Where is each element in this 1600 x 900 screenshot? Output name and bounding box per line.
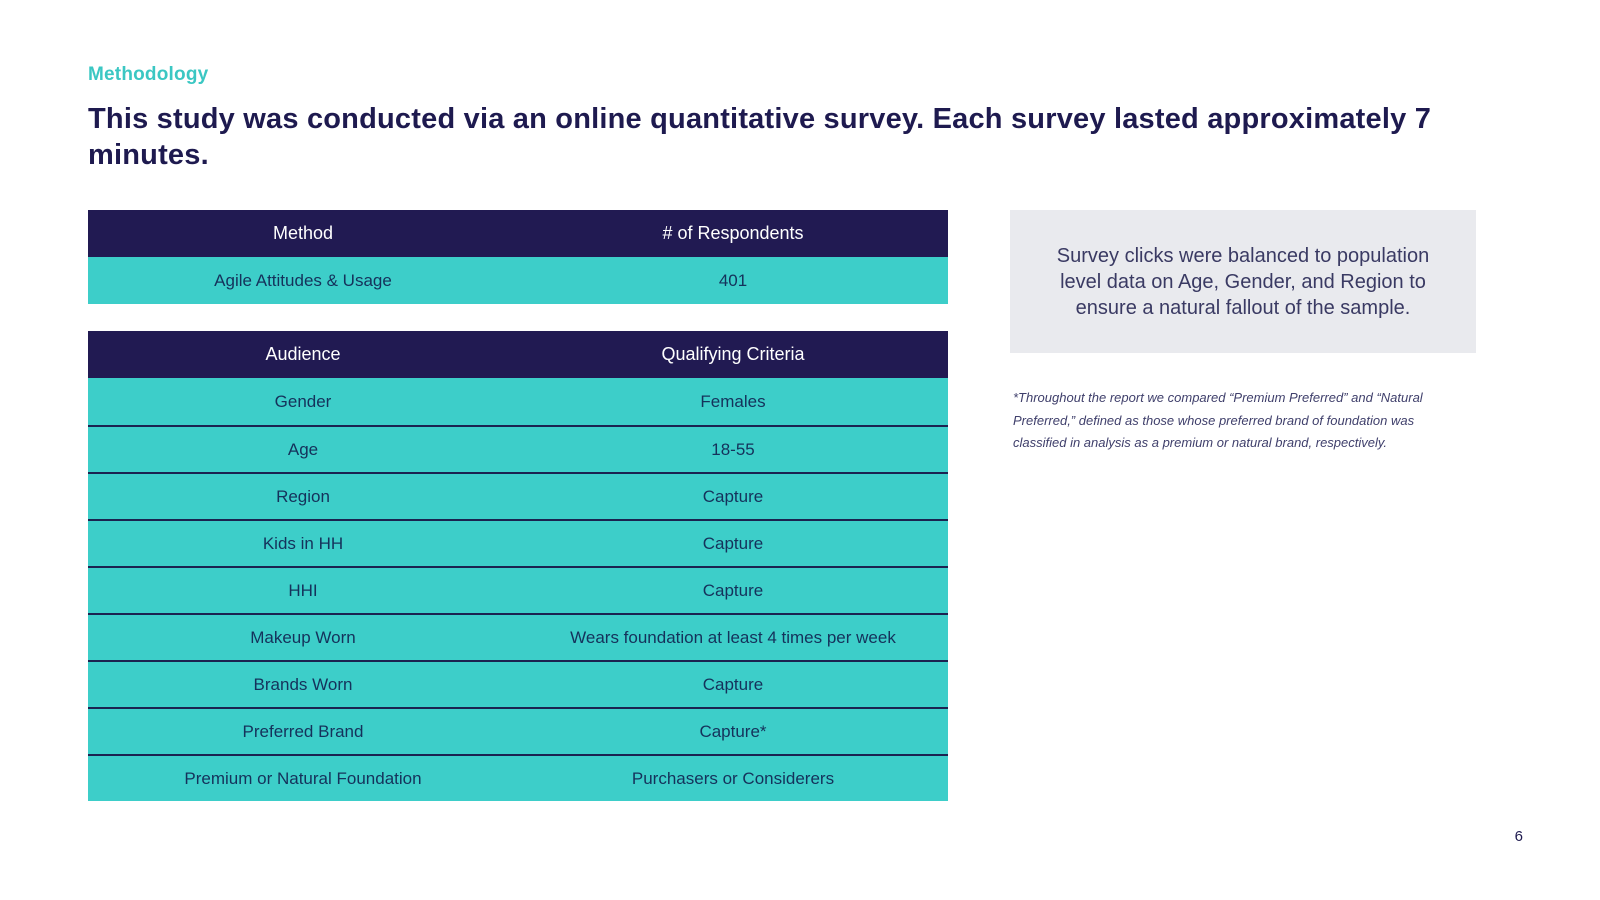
table-row: Gender Females (88, 378, 948, 425)
table-cell: Brands Worn (253, 674, 353, 694)
table-row: Kids in HH Capture (88, 519, 948, 566)
section-eyebrow: Methodology (88, 64, 209, 85)
table-header-cell: Qualifying Criteria (661, 344, 805, 364)
audience-table: Audience Qualifying Criteria Gender Fema… (88, 331, 948, 801)
table-cell: Kids in HH (262, 533, 344, 553)
table-cell: Agile Attitudes & Usage (214, 270, 392, 290)
audience-table-header-row: Audience Qualifying Criteria (88, 331, 948, 378)
table-row: Age 18-55 (88, 425, 948, 472)
table-row: Region Capture (88, 472, 948, 519)
table-cell: Capture* (699, 721, 767, 741)
table-cell: Gender (274, 391, 332, 411)
table-row: Preferred Brand Capture* (88, 707, 948, 754)
page-number: 6 (1514, 828, 1523, 845)
table-row: Agile Attitudes & Usage 401 (88, 257, 948, 304)
table-cell: Capture (702, 486, 764, 506)
tables-container: Method # of Respondents Agile Attitudes … (88, 210, 948, 801)
table-cell: Preferred Brand (242, 721, 364, 741)
table-cell: HHI (288, 580, 318, 600)
table-header-cell: Audience (265, 344, 341, 364)
table-header-cell: # of Respondents (662, 223, 804, 243)
method-table: Method # of Respondents Agile Attitudes … (88, 210, 948, 304)
table-row: Brands Worn Capture (88, 660, 948, 707)
table-cell: Purchasers or Considerers (631, 768, 835, 788)
table-cell: Capture (702, 533, 764, 553)
footnote: *Throughout the report we compared “Prem… (1013, 390, 1423, 450)
table-row: HHI Capture (88, 566, 948, 613)
table-header-cell: Method (272, 223, 334, 243)
callout-text: Survey clicks were balanced to populatio… (1056, 244, 1430, 319)
table-cell: 401 (718, 270, 748, 290)
table-cell: Females (700, 391, 766, 411)
table-cell: Makeup Worn (250, 627, 356, 647)
callout-box: Survey clicks were balanced to populatio… (1010, 210, 1476, 353)
page-title: This study was conducted via an online q… (88, 103, 1432, 171)
table-cell: 18-55 (711, 439, 755, 459)
table-cell: Capture (702, 580, 764, 600)
table-cell: Age (287, 439, 319, 459)
table-cell: Wears foundation at least 4 times per we… (570, 627, 896, 647)
table-cell: Capture (702, 674, 764, 694)
table-cell: Premium or Natural Foundation (184, 768, 422, 788)
table-cell: Region (276, 486, 330, 506)
table-row: Premium or Natural Foundation Purchasers… (88, 754, 948, 801)
table-row: Makeup Worn Wears foundation at least 4 … (88, 613, 948, 660)
method-table-header-row: Method # of Respondents (88, 210, 948, 257)
